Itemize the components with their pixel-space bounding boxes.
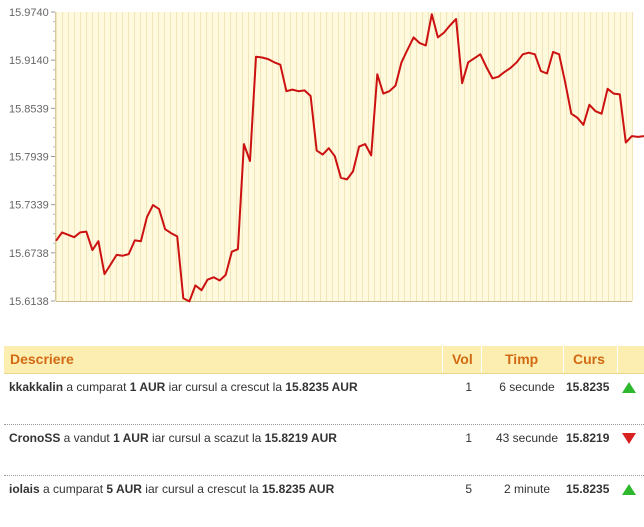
trade-row: CronoSS a vandut 1 AUR iar cursul a scaz… [4, 425, 644, 476]
trades-table: Descriere Vol Timp Curs kkakkalin a cump… [4, 346, 644, 527]
trade-price: 15.8235 [566, 380, 610, 394]
row-divider [4, 424, 644, 425]
header-divider [563, 346, 564, 373]
trade-action: a vandut [60, 431, 114, 445]
trade-middle-text: iar cursul a crescut la [141, 482, 262, 496]
y-tick-label: 15.7339 [9, 200, 49, 212]
trade-description: iolais a cumparat 5 AUR iar cursul a cre… [9, 476, 334, 502]
trade-amount: 1 AUR [129, 380, 166, 394]
trades-table-header: Descriere Vol Timp Curs [4, 346, 644, 374]
trade-new-price: 15.8235 AUR [285, 380, 358, 394]
trade-middle-text: iar cursul a crescut la [165, 380, 286, 394]
header-divider [442, 346, 443, 373]
trade-user[interactable]: kkakkalin [9, 380, 64, 394]
trade-volume: 1 [465, 431, 472, 445]
header-price: Curs [573, 351, 605, 367]
y-tick-label: 15.9140 [9, 55, 49, 67]
header-description: Descriere [10, 351, 74, 367]
y-tick-label: 15.7939 [9, 152, 49, 164]
trade-description: CronoSS a vandut 1 AUR iar cursul a scaz… [9, 425, 337, 451]
trade-description: kkakkalin a cumparat 1 AUR iar cursul a … [9, 374, 358, 400]
price-chart-svg: 15.9740 15.9140 15.8539 15.7939 15.7339 15.67… [9, 7, 644, 308]
header-volume: Vol [452, 351, 473, 367]
trade-user[interactable]: CronoSS [9, 431, 61, 445]
arrow-down-icon [622, 433, 636, 444]
trade-action: a cumparat [39, 482, 107, 496]
trade-amount: 1 AUR [113, 431, 149, 445]
row-divider [4, 475, 644, 476]
y-tick-label: 15.6738 [9, 248, 49, 260]
trade-row: iolais a cumparat 5 AUR iar cursul a cre… [4, 476, 644, 527]
y-tick-label: 15.9740 [9, 7, 49, 19]
trade-user[interactable]: iolais [9, 482, 40, 496]
trade-volume: 5 [465, 482, 472, 496]
header-divider [481, 346, 482, 373]
trade-amount: 5 AUR [106, 482, 142, 496]
price-series-line [55, 13, 644, 303]
y-tick-label: 15.8539 [9, 103, 49, 115]
header-time: Timp [505, 351, 539, 367]
arrow-up-icon [622, 382, 636, 393]
trade-time: 43 secunde [495, 431, 559, 445]
trade-time: 2 minute [503, 482, 551, 496]
price-chart: 15.9740 15.9140 15.8539 15.7939 15.7339 15.67… [9, 7, 644, 308]
trade-volume: 1 [465, 380, 472, 394]
header-divider [617, 346, 618, 373]
trade-price: 15.8219 [566, 431, 610, 445]
trade-row: kkakkalin a cumparat 1 AUR iar cursul a … [4, 374, 644, 425]
trade-action: a cumparat [63, 380, 130, 394]
trade-price: 15.8235 [566, 482, 610, 496]
arrow-up-icon [622, 484, 636, 495]
trade-new-price: 15.8235 AUR [262, 482, 335, 496]
trade-time: 6 secunde [499, 380, 555, 394]
trade-middle-text: iar cursul a scazut la [148, 431, 265, 445]
trade-new-price: 15.8219 AUR [264, 431, 337, 445]
y-tick-label: 15.6138 [9, 296, 49, 308]
